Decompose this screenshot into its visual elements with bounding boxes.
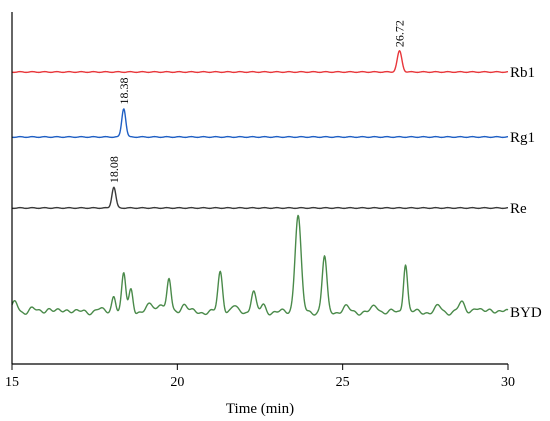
peak-label: 26.72 xyxy=(393,20,407,47)
x-axis-title: Time (min) xyxy=(226,401,294,417)
peak-label: 18.08 xyxy=(107,156,121,183)
series-line-re xyxy=(11,186,509,210)
x-tick-label: 30 xyxy=(501,375,515,390)
x-tick-label: 15 xyxy=(5,375,19,390)
labels-layer: Rb1 26.72 Rg1 18.38 Re 18.08 BYD xyxy=(107,20,542,321)
traces-layer xyxy=(11,50,509,316)
series-line-byd xyxy=(11,214,509,316)
series-label-re: Re xyxy=(510,201,527,217)
x-tick-label: 25 xyxy=(336,375,350,390)
series-label-byd: BYD xyxy=(510,305,542,321)
series-label-rg1: Rg1 xyxy=(510,130,535,146)
series-label-rb1: Rb1 xyxy=(510,65,535,81)
peak-label: 18.38 xyxy=(117,78,131,105)
x-tick-label: 20 xyxy=(170,375,184,390)
series-line-rg1 xyxy=(11,108,509,139)
x-ticks: 15 20 25 30 xyxy=(5,364,515,390)
series-line-rb1 xyxy=(11,50,509,74)
